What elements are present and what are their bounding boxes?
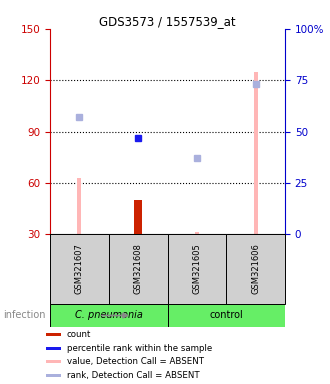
Bar bbox=[46, 360, 61, 363]
Bar bbox=[77, 178, 82, 234]
Text: C. pneumonia: C. pneumonia bbox=[75, 311, 143, 321]
Text: GSM321606: GSM321606 bbox=[251, 243, 260, 295]
Bar bbox=[195, 232, 199, 234]
Bar bbox=[134, 200, 142, 234]
Text: count: count bbox=[67, 330, 91, 339]
Bar bbox=[46, 333, 61, 336]
Bar bbox=[168, 304, 285, 327]
Text: infection: infection bbox=[3, 311, 46, 321]
Bar bbox=[50, 304, 168, 327]
Text: GSM321608: GSM321608 bbox=[134, 243, 143, 295]
Text: GSM321605: GSM321605 bbox=[192, 243, 201, 295]
Bar bbox=[46, 347, 61, 350]
Title: GDS3573 / 1557539_at: GDS3573 / 1557539_at bbox=[99, 15, 236, 28]
Bar bbox=[168, 234, 226, 304]
Text: rank, Detection Call = ABSENT: rank, Detection Call = ABSENT bbox=[67, 371, 200, 380]
Bar bbox=[46, 374, 61, 377]
Bar bbox=[226, 234, 285, 304]
Text: percentile rank within the sample: percentile rank within the sample bbox=[67, 344, 212, 353]
Text: value, Detection Call = ABSENT: value, Detection Call = ABSENT bbox=[67, 357, 204, 366]
Bar bbox=[109, 234, 168, 304]
Text: control: control bbox=[209, 311, 243, 321]
Bar bbox=[253, 72, 258, 234]
Text: GSM321607: GSM321607 bbox=[75, 243, 84, 295]
Bar bbox=[50, 234, 109, 304]
